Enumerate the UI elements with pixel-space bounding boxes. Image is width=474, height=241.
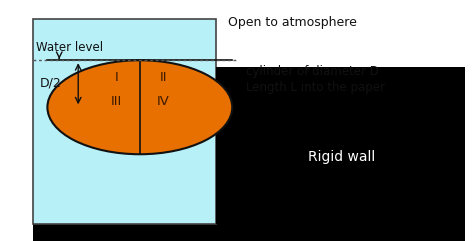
Text: cylinder of diameter D: cylinder of diameter D	[246, 65, 379, 78]
Bar	[33, 19, 216, 224]
Text: IV: IV	[157, 95, 170, 108]
Text: Water level: Water level	[36, 41, 103, 54]
Circle shape	[47, 60, 232, 154]
Text: Open to atmosphere: Open to atmosphere	[228, 16, 356, 29]
Text: D/2: D/2	[39, 77, 61, 90]
Text: Length L into the paper: Length L into the paper	[246, 81, 385, 94]
Bar	[33, 217, 465, 241]
Text: Rigid wall: Rigid wall	[308, 150, 375, 164]
Text: III: III	[110, 95, 122, 108]
Text: I: I	[114, 71, 118, 84]
Text: II: II	[160, 71, 167, 84]
Bar	[216, 67, 465, 224]
